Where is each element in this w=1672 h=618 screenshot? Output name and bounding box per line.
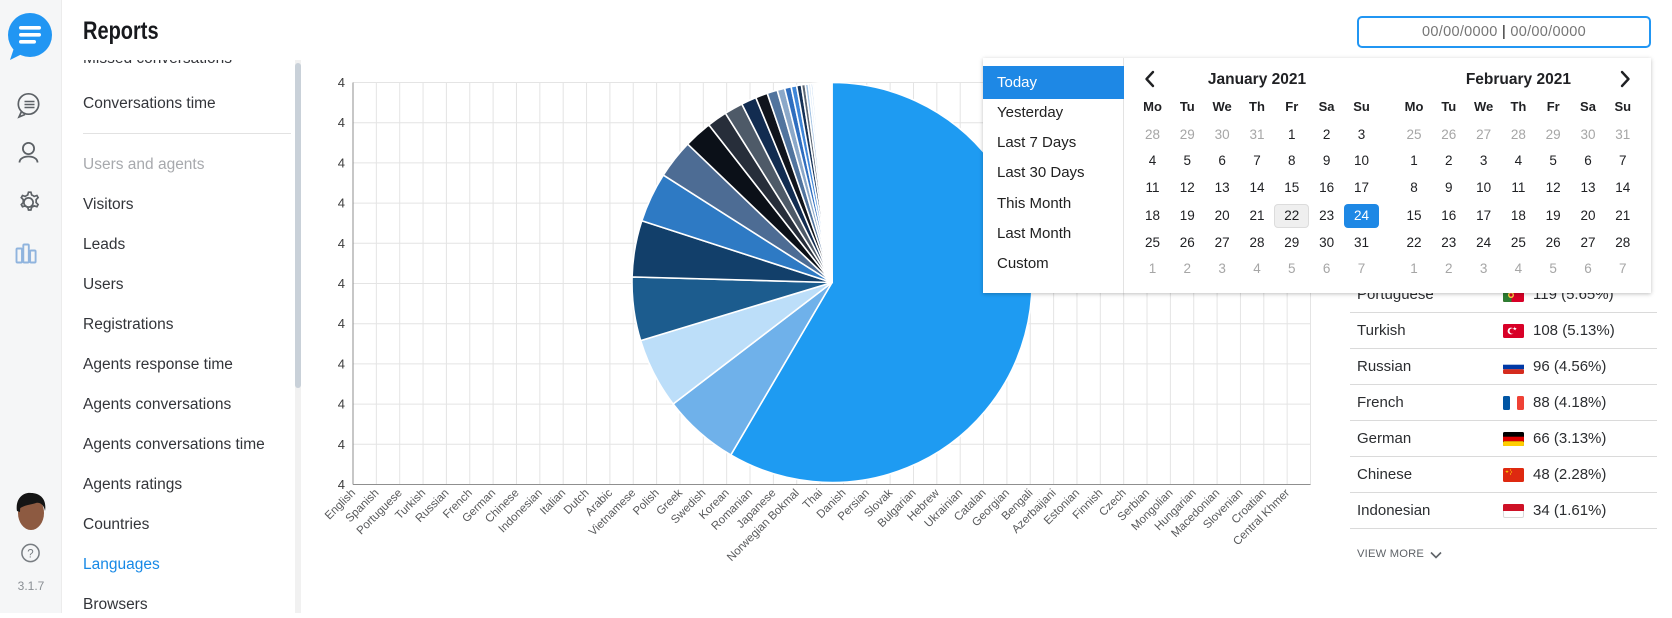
svg-text:4: 4: [338, 155, 345, 170]
svg-text:4: 4: [338, 75, 345, 90]
svg-text:4: 4: [338, 477, 345, 492]
svg-text:?: ?: [27, 549, 33, 561]
svg-text:4: 4: [338, 236, 345, 251]
svg-text:4: 4: [338, 276, 345, 291]
svg-text:Italian: Italian: [538, 487, 568, 517]
svg-text:4: 4: [338, 196, 345, 211]
svg-text:4: 4: [338, 437, 345, 452]
svg-text:4: 4: [338, 316, 345, 331]
svg-text:4: 4: [338, 397, 345, 412]
svg-text:4: 4: [338, 356, 345, 371]
svg-text:3.1.7: 3.1.7: [18, 579, 45, 593]
svg-text:4: 4: [338, 115, 345, 130]
